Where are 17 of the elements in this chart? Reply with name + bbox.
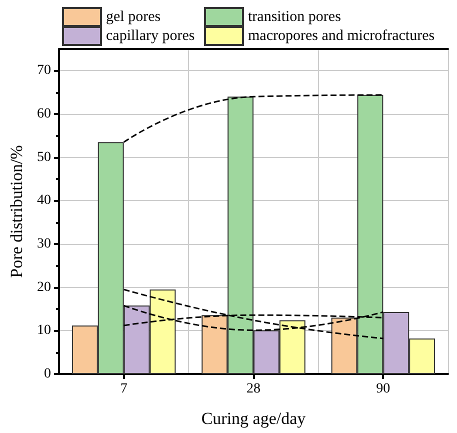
y-tick-label: 0 bbox=[44, 366, 51, 382]
y-tick-label: 50 bbox=[37, 150, 51, 165]
legend-label: gel pores bbox=[106, 9, 161, 25]
y-axis-title: Pore distribution/% bbox=[7, 145, 26, 278]
y-tick-label: 10 bbox=[37, 323, 51, 338]
x-tick-label: 7 bbox=[120, 382, 128, 396]
y-tick-label: 30 bbox=[37, 236, 51, 252]
legend-label: transition pores bbox=[248, 9, 342, 25]
y-tick-label: 40 bbox=[37, 193, 51, 208]
y-tick-label: 20 bbox=[37, 280, 51, 295]
y-tick-label: 60 bbox=[37, 106, 51, 122]
legend-label: capillary pores bbox=[106, 28, 195, 44]
x-axis-title: Curing age/day bbox=[201, 409, 306, 428]
x-tick-label: 28 bbox=[246, 382, 260, 396]
x-tick-label: 90 bbox=[376, 382, 390, 396]
legend-label: macropores and microfractures bbox=[248, 28, 435, 44]
y-tick-label: 70 bbox=[37, 63, 51, 78]
